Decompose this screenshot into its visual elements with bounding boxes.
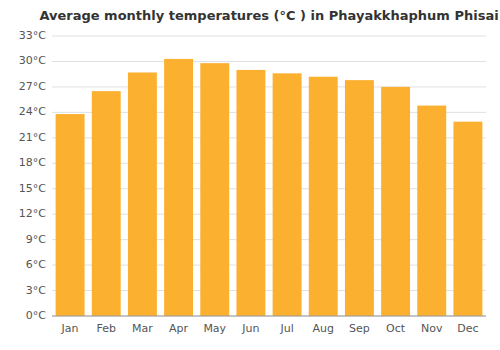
x-axis-line [52, 316, 486, 317]
x-tick-label: Apr [169, 322, 189, 335]
bar: Jan [56, 114, 85, 316]
bar: Nov [417, 106, 446, 316]
x-tick-label: Dec [457, 322, 478, 335]
y-tick-label: 18°C [19, 156, 46, 169]
x-axis: Jan Feb Mar Apr May Jun Jul Aug Sep Oct Nov Dec [61, 322, 479, 335]
grid-line [52, 61, 486, 62]
chart: Average monthly temperatures (°C ) in Ph… [0, 0, 500, 350]
x-tick-label: Nov [421, 322, 443, 335]
title: Average monthly temperatures (°C ) in Ph… [39, 8, 498, 23]
x-tick-label: May [203, 322, 226, 335]
bars: JanFebMarAprMayJun JulAugSepOctNovDec [56, 59, 483, 316]
y-tick-label: 12°C [19, 207, 46, 220]
y-tick-label: 15°C [19, 182, 46, 195]
bar: Aug [309, 77, 338, 316]
y-tick-label: 0°C [26, 309, 46, 322]
bar: May [200, 63, 229, 316]
x-tick-label: Feb [97, 322, 116, 335]
x-tick-label: Jan [61, 322, 79, 335]
x-tick-label: Oct [386, 322, 406, 335]
bar: Feb [92, 91, 121, 316]
bar: Jul [273, 73, 302, 316]
bar: Sep [345, 80, 374, 316]
y-tick-label: 9°C [26, 233, 46, 246]
x-tick-label: Sep [349, 322, 370, 335]
bar: Jun [236, 70, 265, 316]
x-tick-label: Jun [241, 322, 259, 335]
y-tick-label: 6°C [26, 258, 46, 271]
y-tick-label: 21°C [19, 131, 46, 144]
grid-line [52, 86, 486, 87]
y-tick-label: 3°C [26, 284, 46, 297]
bar: Dec [453, 122, 482, 316]
bar: Mar [128, 72, 157, 316]
y-axis: 0°C 3°C 6°C 9°C 12°C 15°C 18°C 21°C 24°C 27°C 30°C… [19, 29, 46, 322]
bar: Apr [164, 59, 193, 316]
y-tick-label: 24°C [19, 105, 46, 118]
grid [52, 36, 486, 316]
y-tick-label: 27°C [19, 80, 46, 93]
y-tick-label: 30°C [19, 54, 46, 67]
x-tick-label: Aug [313, 322, 334, 335]
y-tick-label: 33°C [19, 29, 46, 42]
grid-line [52, 36, 486, 37]
x-tick-label: Mar [132, 322, 153, 335]
bar: Oct [381, 87, 410, 316]
grid-line [52, 316, 486, 317]
chart-container: Average monthly temperatures (°C ) in Ph… [0, 0, 500, 350]
x-tick-label: Jul [279, 322, 293, 335]
page: {"chart_data": {"type": "bar", "title": … [0, 0, 500, 350]
